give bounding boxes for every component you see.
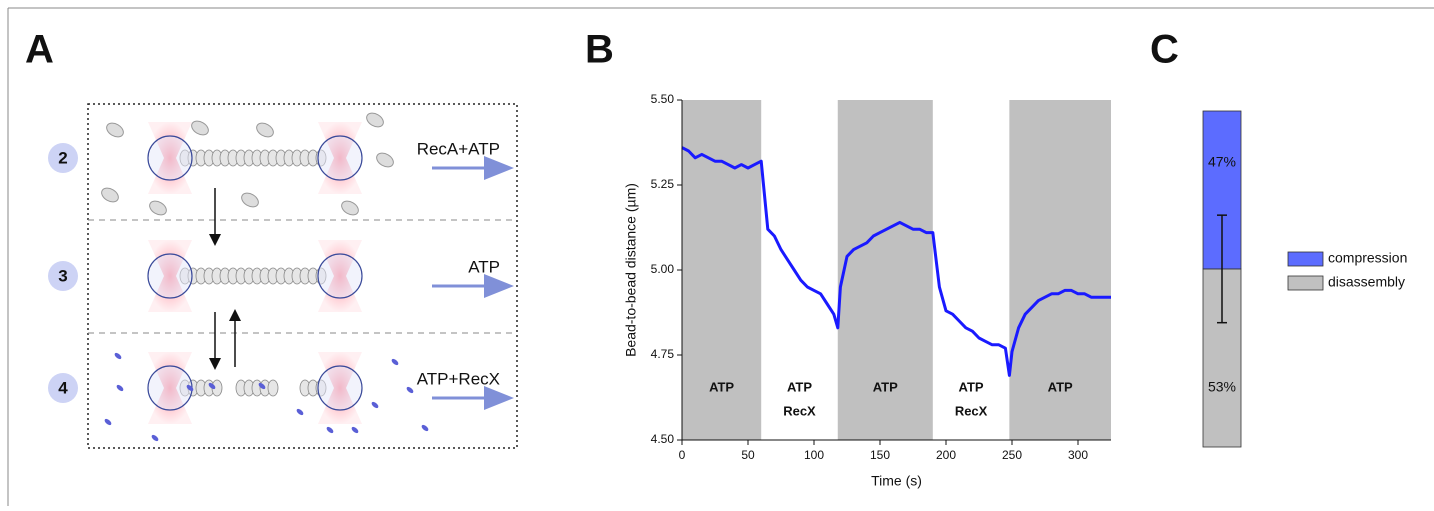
recx-protein <box>114 352 122 360</box>
error-bar <box>1217 214 1227 324</box>
step-number: 2 <box>58 148 67 167</box>
recx-protein <box>186 384 194 392</box>
step-label: ATP <box>468 257 500 276</box>
recx-protein <box>296 408 304 416</box>
x-tick-label: 0 <box>679 448 686 462</box>
panel-letter: C <box>1150 28 1179 72</box>
y-tick-label: 4.75 <box>651 347 675 361</box>
x-axis-title: Time (s) <box>871 473 922 489</box>
reca-protein <box>256 122 274 138</box>
x-tick-label: 150 <box>870 448 890 462</box>
bead <box>147 365 193 411</box>
panel-letter: B <box>585 28 614 72</box>
y-tick-label: 5.50 <box>651 92 675 106</box>
x-tick-label: 100 <box>804 448 824 462</box>
step-label: RecA+ATP <box>417 139 500 158</box>
recx-protein <box>151 434 159 442</box>
condition-band <box>1009 100 1111 440</box>
filament-unit <box>267 379 279 397</box>
x-tick-label: 50 <box>741 448 755 462</box>
x-tick-label: 200 <box>936 448 956 462</box>
reca-protein <box>241 192 259 208</box>
reca-protein <box>101 187 119 203</box>
recx-protein <box>208 382 216 390</box>
condition-label: ATP <box>873 379 898 394</box>
value-label: 47% <box>1208 154 1236 170</box>
recx-protein <box>371 401 379 409</box>
y-axis-title: Bead-to-bead distance (µm) <box>623 183 639 357</box>
reca-protein <box>149 200 167 216</box>
recx-protein <box>406 386 414 394</box>
y-tick-label: 5.25 <box>651 177 675 191</box>
condition-label: ATP <box>709 379 734 394</box>
condition-label: ATP <box>1048 379 1073 394</box>
step-badge <box>48 261 78 291</box>
condition-label: ATP <box>959 379 984 394</box>
reca-protein <box>106 122 124 138</box>
legend-label: disassembly <box>1328 274 1405 290</box>
step-label: ATP+RecX <box>417 369 500 388</box>
recx-protein <box>116 384 124 392</box>
recx-protein <box>351 426 359 434</box>
bead <box>317 365 363 411</box>
step-number: 3 <box>58 266 67 285</box>
bead <box>317 253 363 299</box>
line-chart: ATP ATP RecX ATP ATP RecX ATP 4.50 4.75 5.00 5.25 5… <box>623 92 1111 489</box>
recx-protein <box>391 358 399 366</box>
diagram: 2 RecA+ATP 3 ATP 4 ATP+RecX <box>48 112 514 442</box>
bead <box>147 135 193 181</box>
reca-protein <box>341 200 359 216</box>
step-number: 4 <box>58 378 68 397</box>
step-badge <box>48 143 78 173</box>
recx-protein <box>104 418 112 426</box>
x-tick-label: 250 <box>1002 448 1022 462</box>
bead <box>317 135 363 181</box>
reca-protein <box>191 120 209 136</box>
recx-protein <box>421 424 429 432</box>
condition-label: ATP <box>787 379 812 394</box>
y-tick-label: 4.50 <box>651 432 675 446</box>
value-label: 53% <box>1208 379 1236 395</box>
reca-protein <box>376 152 394 168</box>
panel-letter: A <box>25 28 54 72</box>
condition-label: RecX <box>955 403 988 418</box>
data-line <box>681 146 1111 377</box>
condition-band <box>837 100 933 440</box>
diagram-frame <box>87 103 518 449</box>
legend-label: compression <box>1328 250 1407 266</box>
recx-protein <box>258 382 266 390</box>
bead <box>147 253 193 299</box>
recx-protein <box>326 426 334 434</box>
stacked-bar-chart: 53% 47% compression disassembly <box>1202 110 1407 448</box>
condition-label: RecX <box>783 403 816 418</box>
y-tick-label: 5.00 <box>651 262 675 276</box>
reca-protein <box>366 112 384 128</box>
step-badge <box>48 373 78 403</box>
legend-swatch <box>1287 251 1324 267</box>
legend-swatch <box>1287 275 1324 291</box>
x-tick-label: 300 <box>1068 448 1088 462</box>
